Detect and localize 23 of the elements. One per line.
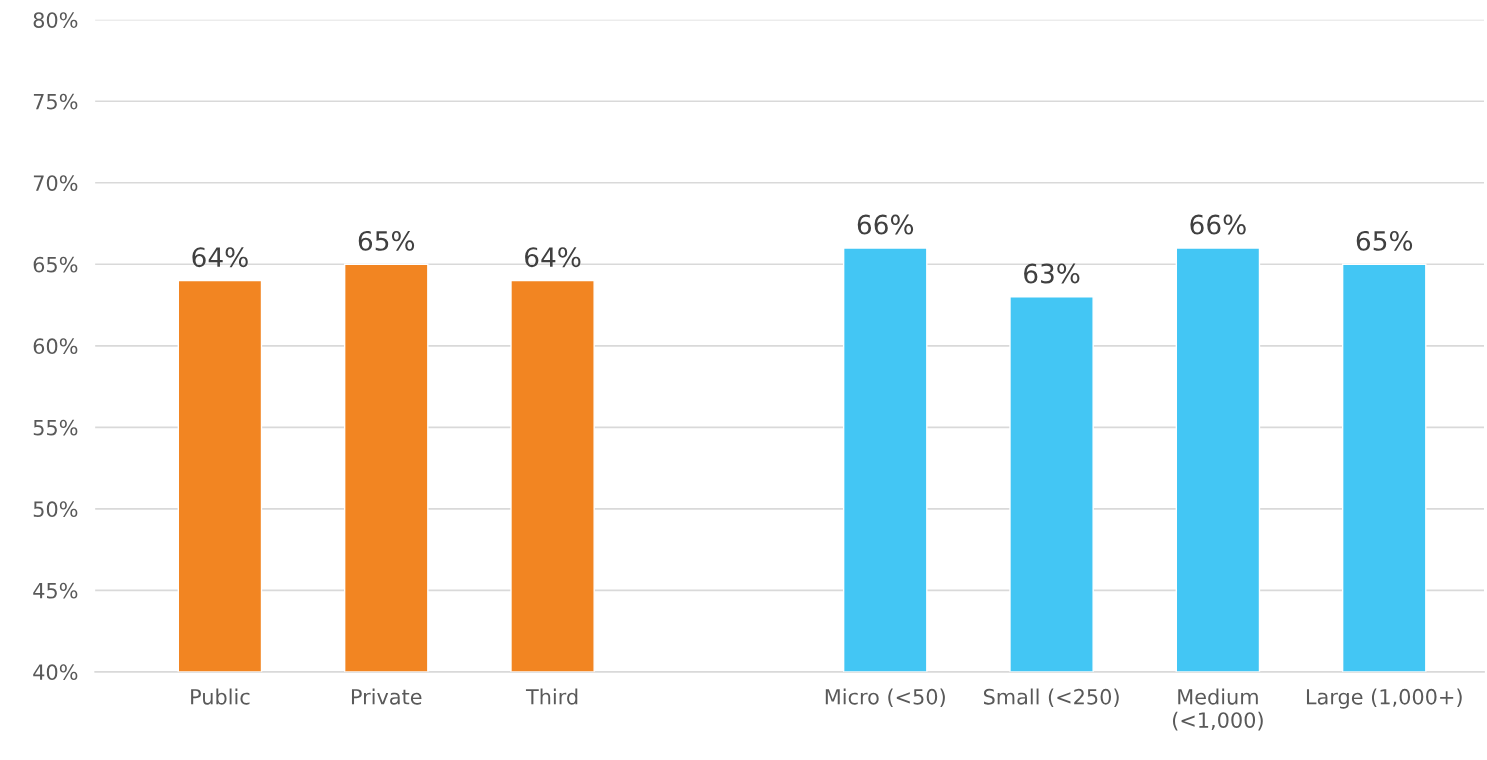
y-tick-label: 80% (33, 12, 78, 28)
y-tick-label: 55% (33, 419, 78, 436)
data-label: 64% (525, 247, 581, 268)
data-label: 64% (192, 247, 248, 268)
y-tick-label: 45% (33, 582, 78, 599)
x-tick-label: Large (1,000+) (1306, 688, 1462, 709)
data-label: 66% (1190, 214, 1246, 235)
y-tick-label: 40% (33, 664, 78, 681)
y-tick-label: 75% (33, 93, 78, 110)
y-tick-label: 50% (33, 501, 78, 518)
y-tick-label: 60% (33, 338, 78, 355)
data-label: 63% (1024, 263, 1080, 284)
x-tick-label: Private (351, 688, 422, 705)
data-label: 65% (358, 230, 415, 251)
x-tick-label: Medium (<1,000) (1173, 688, 1263, 731)
x-tick-label: Small (<250) (983, 688, 1119, 708)
x-tick-label: Third (525, 688, 578, 705)
x-tick-label: Public (191, 688, 250, 705)
y-tick-label: 65% (33, 256, 78, 273)
y-tick-label: 70% (33, 175, 78, 191)
x-tick-label: Micro (<50) (825, 688, 945, 708)
data-label: 66% (857, 214, 914, 235)
data-label: 65% (1356, 230, 1413, 251)
